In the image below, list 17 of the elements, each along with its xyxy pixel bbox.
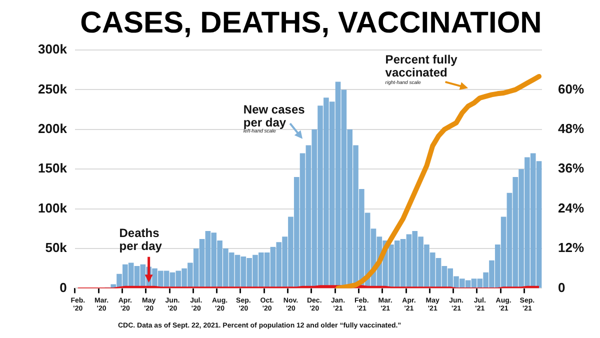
y2-tick-label: 0 [558, 280, 566, 295]
y-tick-label: 300k [38, 42, 68, 57]
y2-tick-label: 12% [558, 240, 584, 256]
y2-tick-label: 60% [558, 81, 584, 96]
y-tick-label: 250k [38, 81, 68, 96]
y2-tick-label: 36% [558, 160, 584, 176]
y-tick-label: 0 [60, 280, 67, 295]
y-tick-label: 150k [38, 160, 68, 176]
annotation: Percent fully vaccinated [385, 52, 458, 80]
y2-tick-label: 48% [558, 120, 584, 136]
annotation: New cases per day [243, 102, 306, 130]
y2-tick-label: 24% [558, 200, 584, 216]
annotation: Deaths per day [119, 226, 162, 254]
y-tick-label: 50k [45, 240, 68, 256]
y-tick-label: 200k [38, 120, 68, 136]
y-tick-label: 100k [38, 200, 68, 216]
chart-title: CASES, DEATHS, VACCINATION [80, 6, 542, 40]
